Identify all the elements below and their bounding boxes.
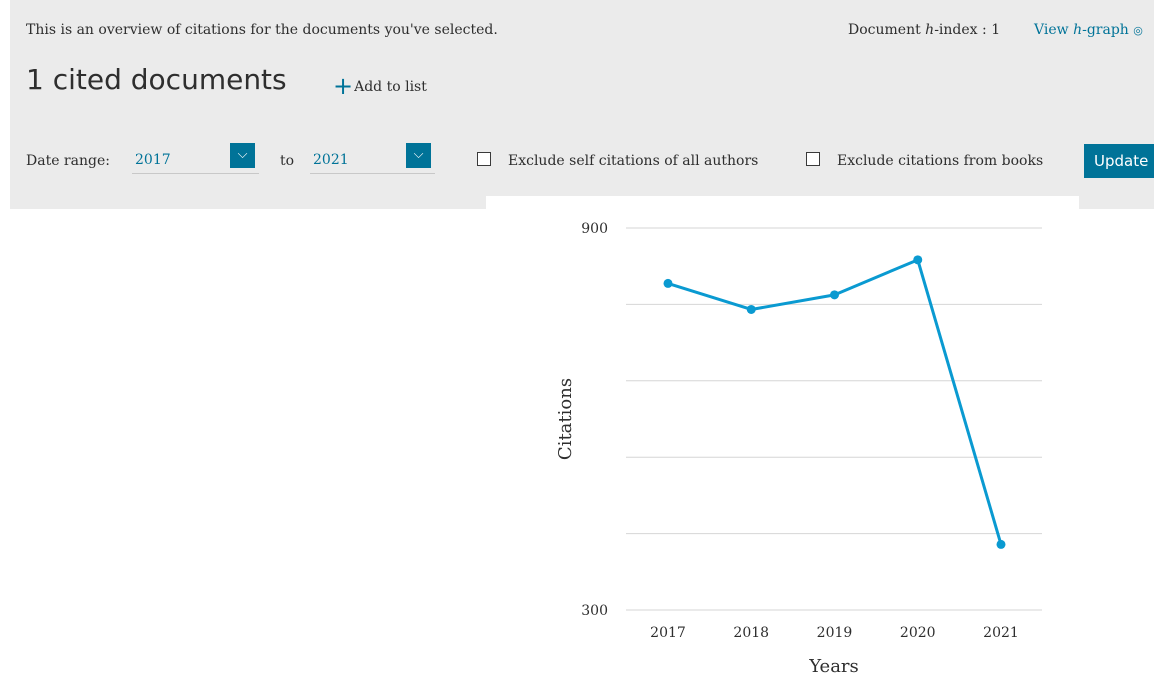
chevron-down-icon[interactable]: ⌵ [230, 143, 255, 168]
hindex-post: -index : 1 [934, 22, 1001, 38]
hgraph-h: h [1073, 22, 1083, 38]
hindex-pre: Document [848, 22, 926, 38]
add-to-list-button[interactable]: +Add to list [333, 72, 427, 100]
y-tick-label: 900 [581, 221, 608, 237]
data-point [830, 290, 839, 300]
hindex-h: h [925, 22, 935, 38]
document-h-index: Document h-index : 1 [848, 22, 1000, 38]
hgraph-post: -graph [1082, 22, 1129, 38]
x-axis-title: Years [808, 656, 859, 677]
date-range-label: Date range: [26, 153, 110, 169]
data-point [746, 304, 756, 314]
hgraph-pre: View [1034, 22, 1074, 38]
overview-intro-text: This is an overview of citations for the… [26, 22, 498, 38]
x-tick-label: 2017 [650, 625, 686, 641]
graph-icon: ◎ [1133, 24, 1143, 37]
x-tick-label: 2018 [733, 625, 769, 641]
data-point [663, 278, 673, 288]
x-tick-label: 2020 [900, 625, 936, 641]
view-h-graph-link[interactable]: View h-graph ◎ [1034, 22, 1143, 38]
chevron-down-icon[interactable]: ⌵ [406, 143, 431, 168]
data-point [913, 255, 923, 265]
to-year-value: 2021 [313, 152, 349, 168]
citation-overview-panel: This is an overview of citations for the… [10, 0, 1154, 209]
data-point [996, 539, 1006, 549]
citations-chart: 900 300 2017 2018 2019 2020 2021 Years Citations [486, 196, 1079, 679]
x-tick-label: 2019 [817, 625, 853, 641]
exclude-self-checkbox[interactable] [477, 152, 491, 166]
x-tick-label: 2021 [983, 625, 1019, 641]
update-button[interactable]: Update [1084, 144, 1154, 178]
y-tick-label: 300 [581, 603, 608, 619]
citations-line-chart: 900 300 2017 2018 2019 2020 2021 Years Citations [555, 221, 1042, 677]
plus-icon: + [333, 72, 354, 100]
y-axis-title: Citations [555, 378, 576, 460]
series-line [667, 258, 1003, 545]
to-year-select[interactable]: 2021 ⌵ [310, 143, 435, 174]
from-year-select[interactable]: 2017 ⌵ [132, 143, 259, 174]
to-label: to [280, 153, 295, 169]
exclude-books-label: Exclude citations from books [837, 153, 1044, 169]
exclude-self-label: Exclude self citations of all authors [508, 153, 759, 169]
exclude-books-checkbox[interactable] [806, 152, 820, 166]
add-to-list-label: Add to list [354, 79, 427, 95]
from-year-value: 2017 [135, 152, 171, 168]
page-title: 1 cited documents [26, 63, 287, 96]
